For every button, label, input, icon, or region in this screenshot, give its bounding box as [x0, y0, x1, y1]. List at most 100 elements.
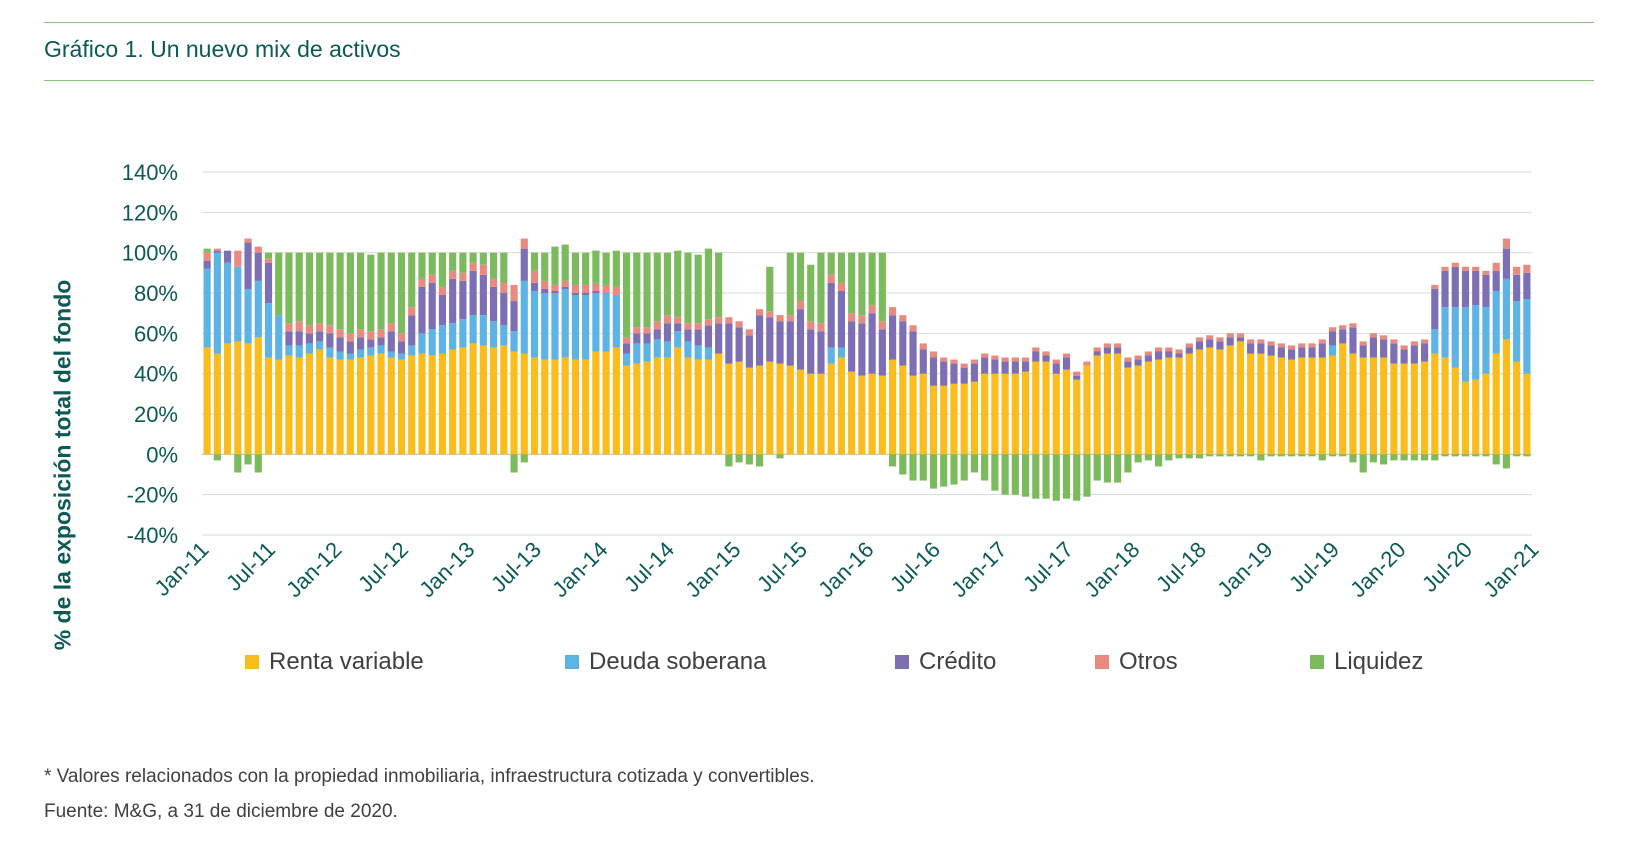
bar-segment [530, 290, 539, 358]
bar-segment [1001, 373, 1009, 455]
bar-segment [1502, 339, 1511, 455]
bar-segment [981, 357, 989, 374]
bar-segment [336, 351, 344, 360]
bar-segment [1073, 375, 1081, 380]
bar-segment [469, 270, 477, 316]
bar-segment [479, 345, 487, 455]
bar-segment [1472, 266, 1480, 271]
bar-segment [1154, 359, 1163, 455]
bar-segment [592, 250, 600, 283]
bar-segment [244, 288, 252, 344]
bar-segment [1042, 454, 1050, 499]
bar-segment [1093, 351, 1101, 356]
bar-segment [449, 252, 457, 271]
bar-segment [1114, 454, 1122, 483]
bar-segment [899, 321, 907, 366]
bar-segment [1175, 353, 1183, 358]
bar-segment [755, 309, 764, 316]
bar-segment [203, 248, 211, 253]
bar-segment [1216, 349, 1224, 455]
bar-segment [909, 331, 917, 376]
bar-segment [203, 268, 211, 348]
bar-segment [223, 250, 232, 263]
x-tick-label: Jan-16 [813, 537, 878, 602]
bar-segment [1257, 353, 1265, 455]
bar-segment [1073, 371, 1081, 376]
bar-segment [1513, 361, 1521, 455]
bar-segment [500, 252, 508, 283]
bar-segment [1380, 335, 1388, 340]
bar-segment [1093, 454, 1101, 481]
bar-segment [1380, 339, 1388, 358]
bar-segment [981, 353, 989, 358]
bar-segment [459, 272, 467, 281]
bar-segment [510, 351, 518, 455]
bar-segment [428, 274, 436, 283]
bar-segment [745, 329, 753, 336]
bar-segment [1472, 379, 1480, 455]
bar-segment [960, 383, 968, 455]
bar-segment [1257, 343, 1265, 354]
y-tick-label: 20% [134, 402, 178, 427]
bar-segment [244, 454, 252, 465]
bar-segment [1349, 454, 1357, 463]
bar-segment [1042, 355, 1050, 362]
bar-segment [684, 341, 692, 358]
y-tick-label: 80% [134, 281, 178, 306]
bar-segment [1328, 355, 1337, 455]
bar-segment [1318, 339, 1326, 344]
bar-segment [551, 246, 559, 285]
bar-segment [1103, 454, 1112, 483]
bar-segment [1236, 333, 1245, 338]
bar-segment [694, 359, 702, 455]
bar-segment [356, 349, 365, 358]
bar-segment [704, 248, 713, 320]
bar-segment [1175, 349, 1183, 354]
bar-segment [1257, 454, 1265, 461]
bar-segment [1298, 454, 1306, 457]
bar-segment [285, 331, 293, 346]
bar-segment [418, 286, 426, 334]
bar-segment [561, 288, 569, 358]
bar-segment [582, 293, 590, 296]
bar-segment [807, 329, 815, 374]
bar-segment [275, 252, 283, 316]
bar-segment [1247, 454, 1255, 457]
bar-segment [1011, 454, 1019, 495]
bar-segment [1318, 454, 1326, 461]
bar-segment [254, 252, 262, 281]
bar-segment [551, 359, 559, 455]
bar-segment [837, 282, 846, 291]
bar-segment [1206, 335, 1214, 340]
bar-segment [530, 270, 539, 283]
bar-segment [1451, 454, 1459, 457]
bar-segment [397, 353, 406, 360]
bar-segment [1062, 454, 1071, 499]
bar-segment [653, 357, 661, 455]
x-tick-label: Jul-16 [885, 537, 945, 597]
bar-segment [653, 339, 661, 358]
bar-segment [367, 254, 375, 332]
bar-segment [530, 357, 539, 455]
bar-segment [418, 278, 426, 287]
bar-layer [203, 238, 1531, 501]
bar-segment [1431, 353, 1439, 455]
bar-segment [674, 317, 682, 324]
bar-segment [449, 349, 457, 455]
bar-segment [970, 381, 979, 455]
bar-segment [285, 355, 293, 455]
bar-segment [868, 252, 876, 306]
bar-segment [285, 252, 293, 324]
bar-segment [541, 252, 549, 281]
bar-segment [991, 454, 999, 491]
bar-segment [336, 329, 344, 338]
bar-segment [1349, 323, 1357, 328]
bar-segment [346, 252, 354, 334]
bar-segment [1431, 329, 1439, 354]
bar-segment [950, 454, 958, 485]
bar-segment [1400, 349, 1408, 364]
bar-segment [612, 347, 620, 455]
bar-segment [960, 367, 968, 384]
bar-segment [203, 252, 211, 261]
bar-segment [346, 341, 354, 354]
